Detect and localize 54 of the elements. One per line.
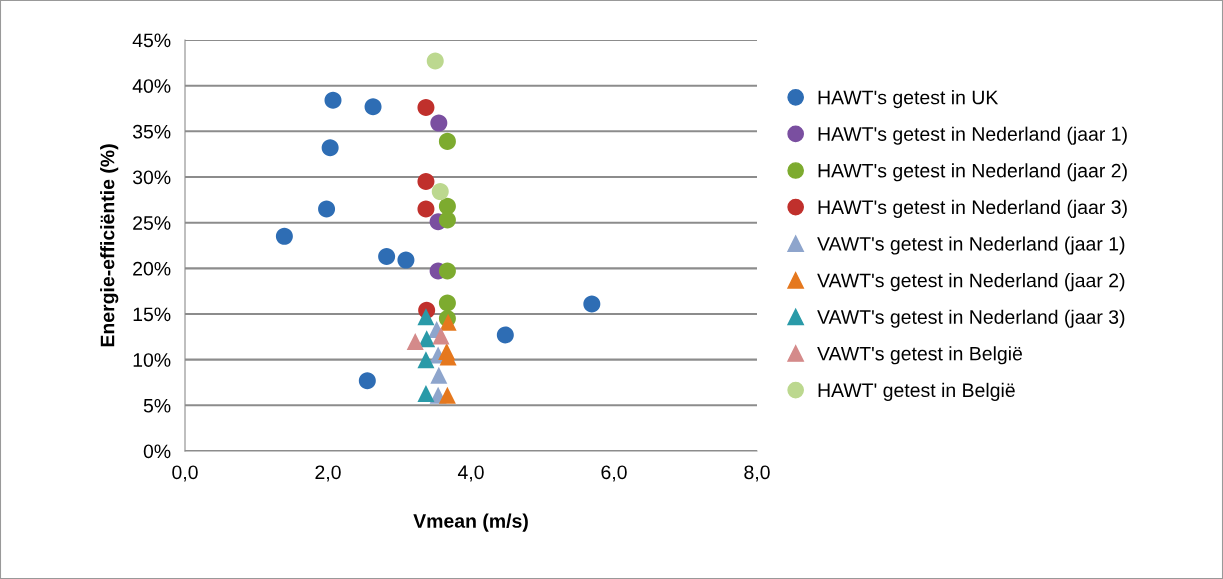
point (438, 132, 456, 150)
point (417, 99, 435, 117)
x-tick-label: 0,0 (172, 465, 198, 482)
point (430, 114, 448, 132)
legend-label: VAWT's getest in Nederland (jaar 1) (817, 236, 1125, 255)
point (431, 183, 449, 201)
point (438, 386, 456, 404)
point (496, 326, 514, 344)
point (406, 332, 424, 350)
y-tick-label: 30% (132, 170, 171, 185)
point (426, 52, 444, 70)
point (364, 98, 382, 116)
y-tick-label: 10% (133, 353, 171, 367)
x-tick-label: 4,0 (457, 465, 484, 482)
y-tick-label: 25% (133, 216, 171, 230)
legend-label: HAWT's getest in Nederland (jaar 3) (818, 199, 1127, 218)
point (275, 227, 293, 245)
point (417, 351, 435, 369)
x-tick-label: 8,0 (744, 465, 770, 482)
point (397, 251, 415, 269)
y-tick-label: 15% (133, 307, 171, 322)
legend-label: HAWT's getest in UK (818, 90, 999, 109)
x-tick-label: 2,0 (315, 465, 341, 482)
point (417, 200, 435, 218)
legend-label: VAWT's getest in België (817, 346, 1022, 365)
point (318, 200, 336, 218)
legend-label: VAWT's getest in Nederland (jaar 3) (817, 309, 1125, 328)
legend-label: HAWT's getest in Nederland (jaar 2) (818, 163, 1127, 182)
point (417, 173, 435, 191)
point (583, 295, 601, 313)
point (418, 330, 436, 348)
x-tick-label: 6,0 (601, 465, 627, 482)
y-tick-label: 35% (132, 124, 171, 139)
legend-label: HAWT' getest in België (818, 382, 1015, 401)
point (438, 211, 456, 229)
point (324, 91, 342, 109)
y-tick-label: 5% (143, 398, 171, 413)
point (438, 294, 456, 312)
point (358, 372, 376, 390)
point (432, 327, 450, 345)
y-tick-label: 0% (143, 444, 171, 459)
x-axis-title: Vmean (m/s) (413, 513, 528, 532)
point (378, 247, 396, 265)
point (417, 384, 435, 402)
legend-label: VAWT's getest in Nederland (jaar 2) (817, 273, 1125, 292)
point (321, 139, 339, 157)
point (417, 308, 435, 326)
point (430, 366, 448, 384)
y-tick-label: 20% (133, 261, 171, 276)
point (438, 262, 456, 280)
y-tick-label: 40% (132, 79, 171, 93)
legend-label: HAWT's getest in Nederland (jaar 1) (818, 126, 1127, 145)
y-axis-title: Energie-efficiëntie (%) (100, 144, 119, 347)
y-tick-label: 45% (132, 33, 171, 48)
